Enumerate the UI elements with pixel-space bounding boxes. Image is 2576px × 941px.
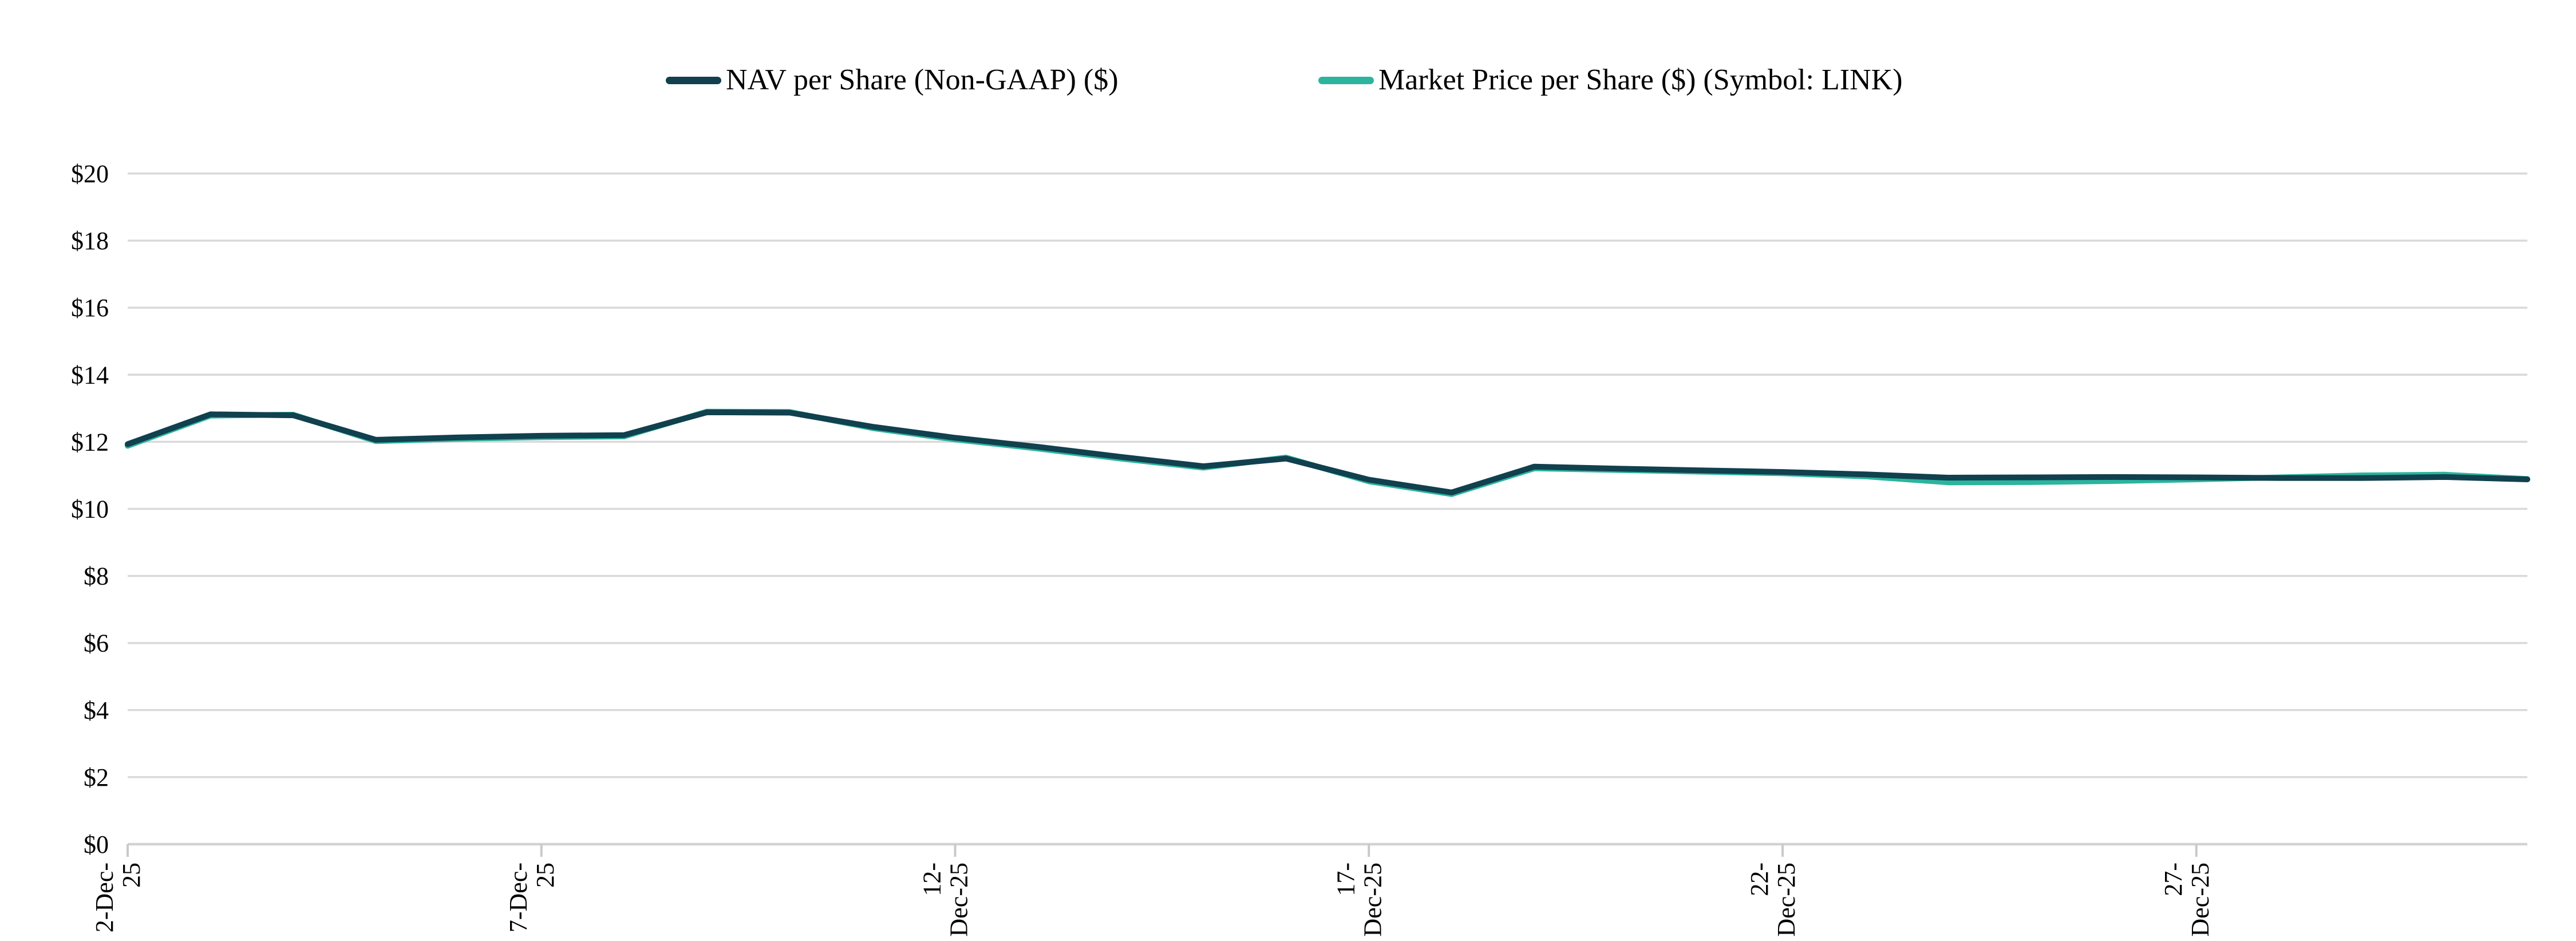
x-axis-labels: 2-Dec-25 7-Dec-25 12-Dec-25 17-Dec-25 22-Dec…	[90, 863, 2214, 937]
y-tick-label: $12	[71, 428, 109, 456]
y-tick-label: $10	[71, 495, 109, 523]
x-tick-label: 12-Dec-25	[918, 863, 973, 937]
x-tick-label: 7-Dec-25	[504, 863, 559, 932]
gridlines	[128, 172, 2527, 778]
y-tick-label: $16	[71, 294, 109, 322]
x-tick-label: 27-Dec-25	[2159, 863, 2214, 937]
x-tick-label: 22-Dec-25	[1745, 863, 1800, 937]
y-tick-label: $2	[84, 763, 109, 792]
market-price-series-line	[125, 408, 2530, 497]
y-tick-label: $4	[84, 696, 109, 725]
y-tick-label: $14	[71, 361, 109, 389]
y-tick-label: $6	[84, 629, 109, 657]
nav-series-line	[125, 409, 2530, 495]
y-tick-label: $18	[71, 227, 109, 255]
y-axis-labels: $0 $2 $4 $6 $8 $10 $12 $14 $16 $18 $20	[71, 160, 109, 859]
x-tick-label: 17-Dec-25	[1332, 863, 1386, 937]
y-tick-label: $8	[84, 562, 109, 590]
y-tick-label: $20	[71, 160, 109, 188]
y-tick-label: $0	[84, 830, 109, 859]
x-tick-label: 2-Dec-25	[90, 863, 145, 932]
x-axis-ticks	[127, 844, 2198, 857]
